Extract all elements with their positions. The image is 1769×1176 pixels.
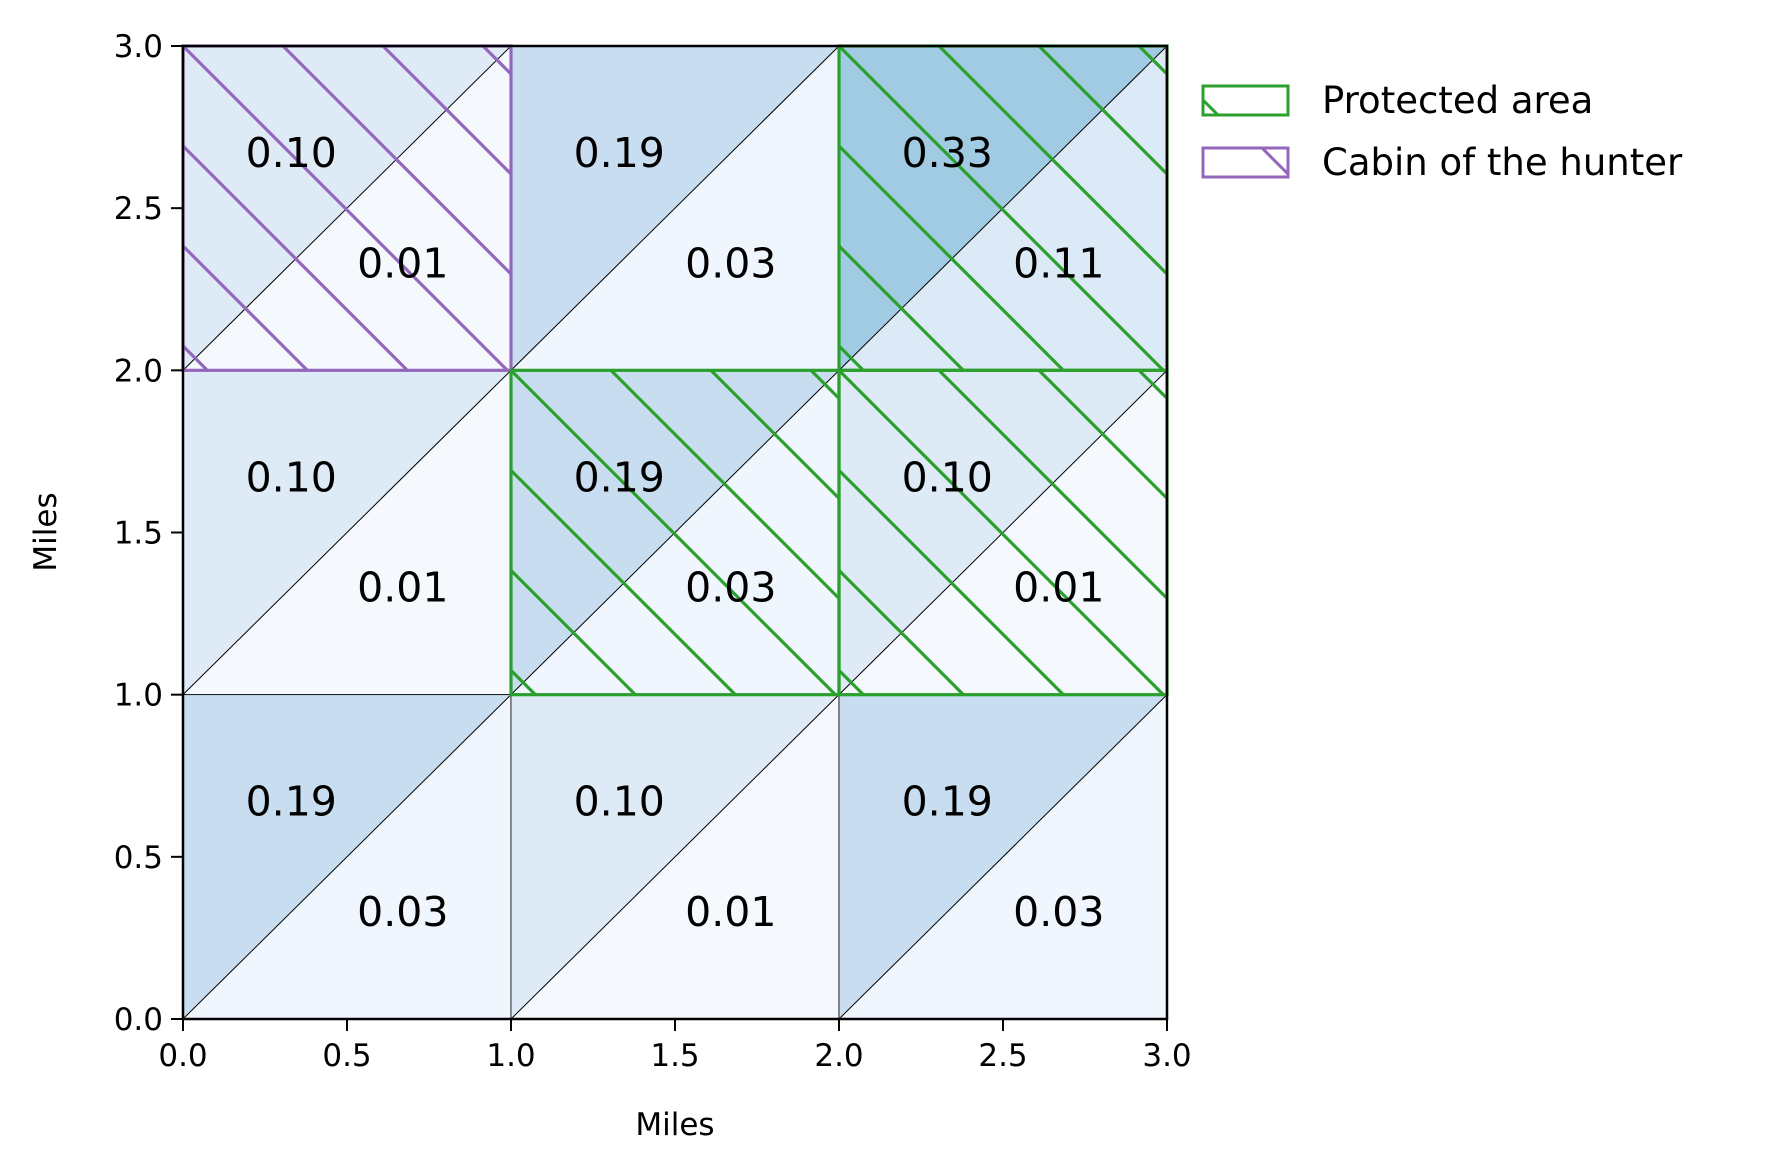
- legend-swatch: [1201, 84, 1290, 117]
- upper-value-label: 0.19: [574, 129, 665, 177]
- cabin-hatch: [183, 46, 511, 371]
- upper-value-label: 0.19: [902, 778, 993, 826]
- cell-diagonal: [838, 694, 1168, 1020]
- x-tick-label: 0.5: [322, 1038, 371, 1074]
- x-tick-label: 1.0: [486, 1038, 535, 1074]
- x-axis-label: Miles: [635, 1107, 714, 1143]
- y-tick-label: 2.5: [114, 191, 163, 227]
- upper-value-label: 0.19: [246, 778, 337, 826]
- lower-value-label: 0.01: [685, 888, 776, 936]
- legend-swatch: [1201, 146, 1290, 179]
- lower-value-label: 0.03: [357, 888, 448, 936]
- legend: Protected area Cabin of the hunter: [1201, 79, 1683, 184]
- legend-entry-cabin: Cabin of the hunter: [1201, 141, 1683, 184]
- protected-hatch: [839, 370, 1167, 695]
- upper-value-label: 0.33: [902, 129, 993, 177]
- lower-value-label: 0.01: [357, 564, 448, 612]
- lower-value-label: 0.01: [357, 239, 448, 287]
- y-tick-label: 1.0: [114, 678, 163, 714]
- y-tick-label: 3.0: [114, 29, 163, 65]
- lower-value-label: 0.03: [685, 564, 776, 612]
- x-tick-label: 3.0: [1142, 1038, 1191, 1074]
- x-tick-label: 2.0: [814, 1038, 863, 1074]
- lower-value-label: 0.11: [1013, 239, 1104, 287]
- lower-value-label: 0.03: [1013, 888, 1104, 936]
- cell-value-labels: 0.10 0.01 0.19 0.03 0.33 0.11 0.10 0.01 0.19 0.03…: [246, 129, 1105, 936]
- upper-value-label: 0.10: [246, 129, 337, 177]
- cell-diagonal: [510, 694, 840, 1020]
- x-tick-label: 2.5: [978, 1038, 1027, 1074]
- protected-hatch: [511, 370, 839, 695]
- lower-value-label: 0.01: [1013, 564, 1104, 612]
- upper-value-label: 0.10: [902, 453, 993, 501]
- x-tick-label: 1.5: [650, 1038, 699, 1074]
- axis-ticks: 0.0 0.5 1.0 1.5 2.0 2.5 3.0 0.0 0.5 1.0 1.5 2.0 2.5 3…: [114, 29, 1192, 1074]
- upper-value-label: 0.10: [246, 453, 337, 501]
- y-tick-label: 1.5: [114, 516, 163, 552]
- lower-value-label: 0.03: [685, 239, 776, 287]
- x-tick-label: 0.0: [158, 1038, 207, 1074]
- cell-diagonal: [182, 369, 512, 696]
- legend-label: Protected area: [1322, 79, 1593, 122]
- cell-diagonal: [510, 45, 840, 371]
- protected-hatch: [839, 46, 1167, 371]
- y-tick-label: 2.0: [114, 353, 163, 389]
- y-tick-label: 0.5: [114, 840, 163, 876]
- cell-diagonal: [182, 694, 512, 1020]
- upper-value-label: 0.19: [574, 453, 665, 501]
- y-tick-label: 0.0: [114, 1002, 163, 1038]
- y-axis-label: Miles: [28, 492, 64, 571]
- upper-value-label: 0.10: [574, 778, 665, 826]
- legend-label: Cabin of the hunter: [1322, 141, 1683, 184]
- legend-entry-protected: Protected area: [1201, 79, 1593, 122]
